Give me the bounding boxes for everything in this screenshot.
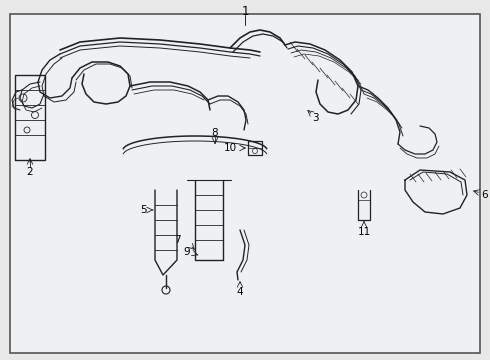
Text: 7: 7 [173,235,180,245]
Text: 11: 11 [357,227,370,237]
FancyBboxPatch shape [10,14,480,353]
Text: 2: 2 [26,167,33,177]
Text: 8: 8 [212,128,219,138]
Text: 4: 4 [237,287,244,297]
Text: 3: 3 [312,113,318,123]
Text: 10: 10 [223,143,237,153]
Text: 5: 5 [140,205,147,215]
Text: 9: 9 [184,247,190,257]
Text: 1: 1 [241,5,249,18]
Text: 6: 6 [482,190,489,200]
